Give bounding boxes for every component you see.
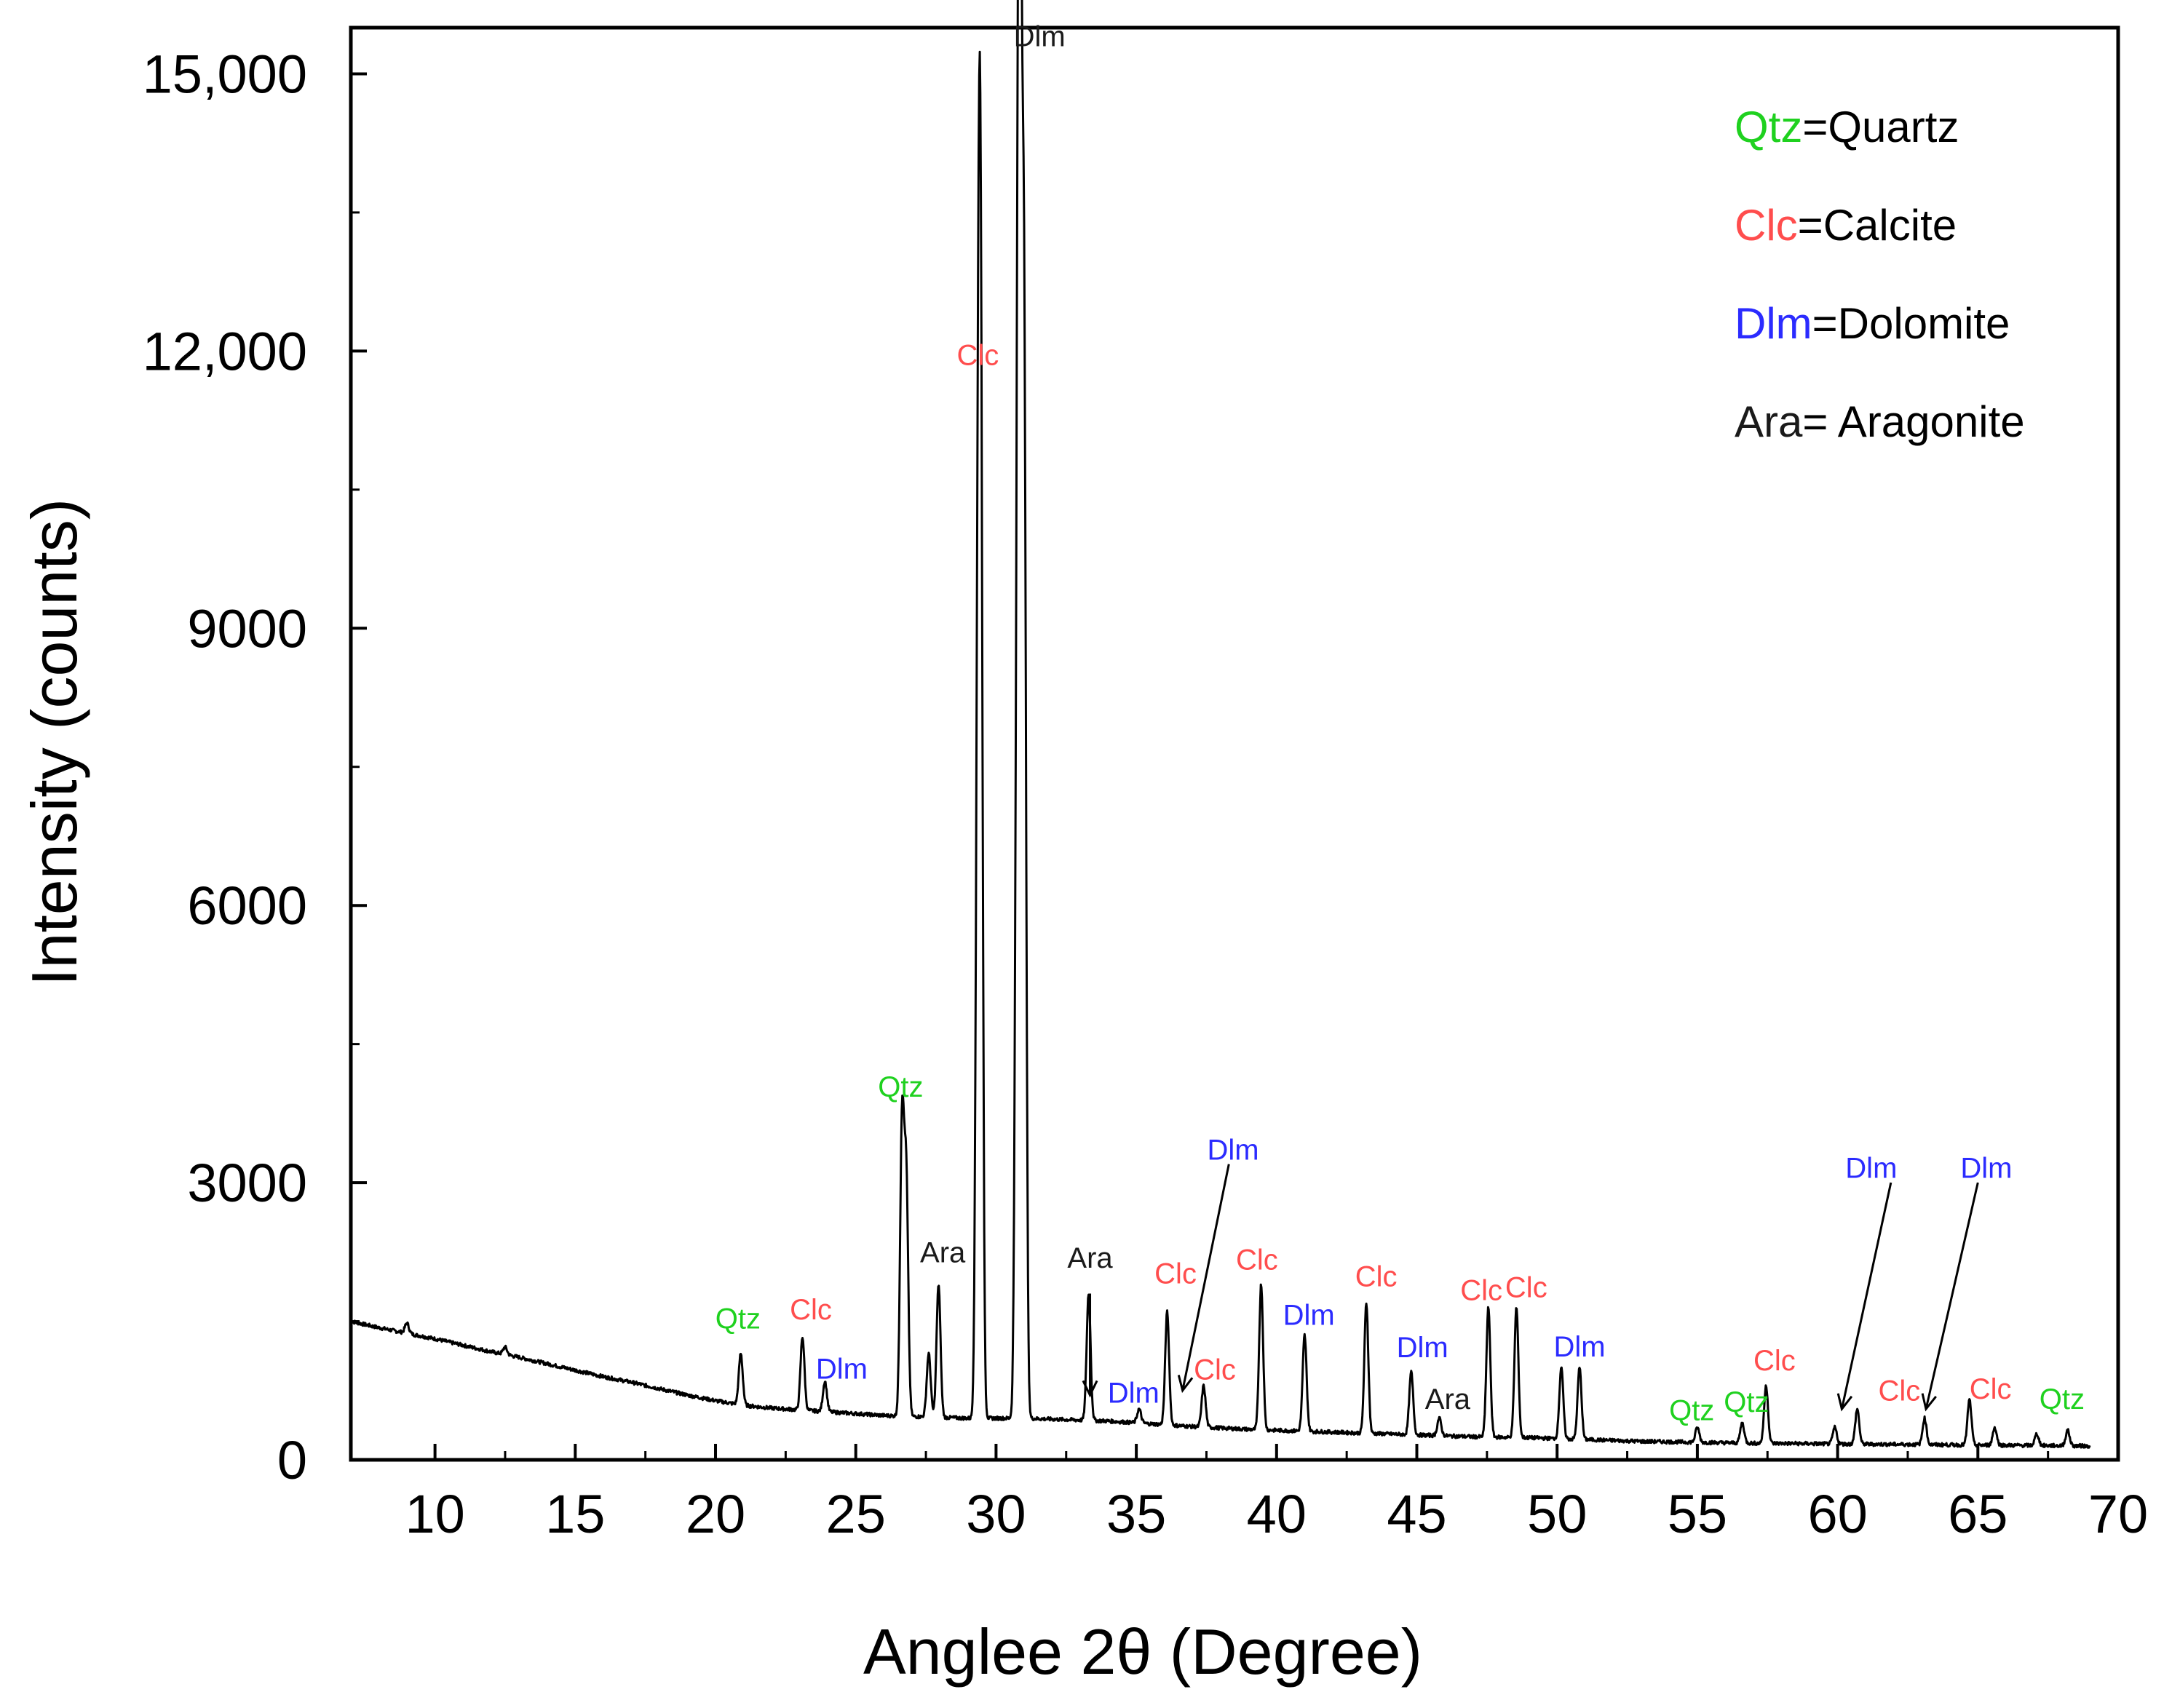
peak-label-clc: Clc [1460, 1274, 1502, 1306]
peak-label-clc: Clc [790, 1294, 832, 1326]
y-tick-label: 9000 [187, 598, 307, 659]
annotation-arrowhead [1921, 1393, 1937, 1412]
peak-label-ara: Ara [1425, 1383, 1471, 1415]
legend-entry-dlm: Dlm=Dolomite [1735, 299, 2010, 348]
annotation-arrow [1925, 1182, 1979, 1410]
x-tick-label: 60 [1807, 1484, 1867, 1544]
peak-label-dlm: Dlm [1553, 1331, 1605, 1363]
peak-label-ara: Ara [1067, 1242, 1113, 1274]
peak-label-clc: Clc [1194, 1354, 1236, 1386]
peak-label-clc: Clc [1236, 1244, 1278, 1276]
legend-name: =Dolomite [1812, 299, 2010, 348]
peak-label-ara: Dlm [1014, 20, 1066, 52]
x-tick-label: 10 [405, 1484, 464, 1544]
axis-ticks [351, 72, 2120, 1461]
annotation-arrowhead [1082, 1380, 1098, 1398]
peak-label-dlm: Dlm [1108, 1377, 1160, 1409]
plot-frame [349, 25, 2120, 1462]
peak-label-dlm: Dlm [1208, 1134, 1259, 1166]
x-tick-label: 30 [966, 1484, 1026, 1544]
annotation-arrow [1840, 1182, 1892, 1410]
legend-abbr: Qtz [1735, 103, 1802, 151]
peak-label-clc: Clc [1154, 1258, 1197, 1290]
xrd-pattern-line [350, 0, 2091, 1449]
legend-name: =Calcite [1798, 201, 1957, 250]
peak-label-clc: Clc [956, 339, 999, 371]
x-tick-label: 55 [1668, 1484, 1727, 1544]
peak-label-dlm: Dlm [1397, 1332, 1448, 1364]
peak-label-ara: Ara [920, 1236, 966, 1268]
x-tick-label: 45 [1387, 1484, 1446, 1544]
x-tick-label: 50 [1527, 1484, 1587, 1544]
legend-abbr: Dlm [1735, 299, 1812, 348]
peak-label-clc: Clc [1355, 1260, 1398, 1292]
peak-label-qtz: Qtz [1724, 1386, 1769, 1418]
legend-abbr: Ara [1735, 397, 1803, 446]
peak-label-dlm: Dlm [1960, 1153, 2012, 1185]
peak-label-qtz: Qtz [716, 1303, 761, 1335]
y-tick-label: 15,000 [143, 44, 307, 104]
annotation-arrows [1082, 1164, 1979, 1412]
legend-name: =Quartz [1802, 103, 1959, 151]
legend-name: = Aragonite [1802, 397, 2024, 446]
peak-label-dlm: Dlm [1845, 1153, 1897, 1185]
legend-entry-qtz: Qtz=Quartz [1735, 103, 1959, 151]
peak-label-qtz: Qtz [2040, 1383, 2085, 1415]
x-axis-title: Anglee 2θ (Degree) [863, 1616, 1422, 1688]
y-tick-label: 6000 [187, 875, 307, 936]
x-tick-label: 65 [1948, 1484, 2007, 1544]
y-tick-label: 0 [277, 1430, 307, 1490]
peak-label-qtz: Qtz [878, 1071, 923, 1103]
annotation-arrowhead [1177, 1375, 1194, 1394]
x-tick-label: 20 [686, 1484, 745, 1544]
x-tick-label: 40 [1247, 1484, 1307, 1544]
legend-abbr: Clc [1735, 201, 1798, 250]
y-tick-label: 3000 [187, 1153, 307, 1213]
peak-label-dlm: Dlm [1283, 1300, 1335, 1332]
x-tick-label: 35 [1106, 1484, 1166, 1544]
y-tick-label: 12,000 [143, 321, 307, 381]
legend-entry-ara: Ara= Aragonite [1735, 397, 2025, 446]
peak-label-qtz: Qtz [1669, 1394, 1714, 1426]
peak-label-clc: Clc [1878, 1375, 1920, 1407]
peak-label-dlm: Dlm [816, 1353, 868, 1385]
legend-entry-clc: Clc=Calcite [1735, 201, 1957, 250]
annotation-arrow [1181, 1164, 1230, 1391]
annotation-arrowhead [1836, 1393, 1853, 1412]
tick-labels: 10 15 20 25 30 35 40 45 50 55 60 65 70 0 3000 6000 9000 1… [143, 44, 2149, 1544]
x-tick-label: 15 [545, 1484, 605, 1544]
x-tick-label: 25 [826, 1484, 886, 1544]
peak-label-clc: Clc [1505, 1272, 1547, 1304]
y-axis-title: Intensity (counts) [18, 499, 90, 986]
peak-label-clc: Clc [1970, 1373, 2012, 1405]
peak-label-clc: Clc [1753, 1345, 1796, 1377]
x-tick-label: 70 [2088, 1484, 2148, 1544]
